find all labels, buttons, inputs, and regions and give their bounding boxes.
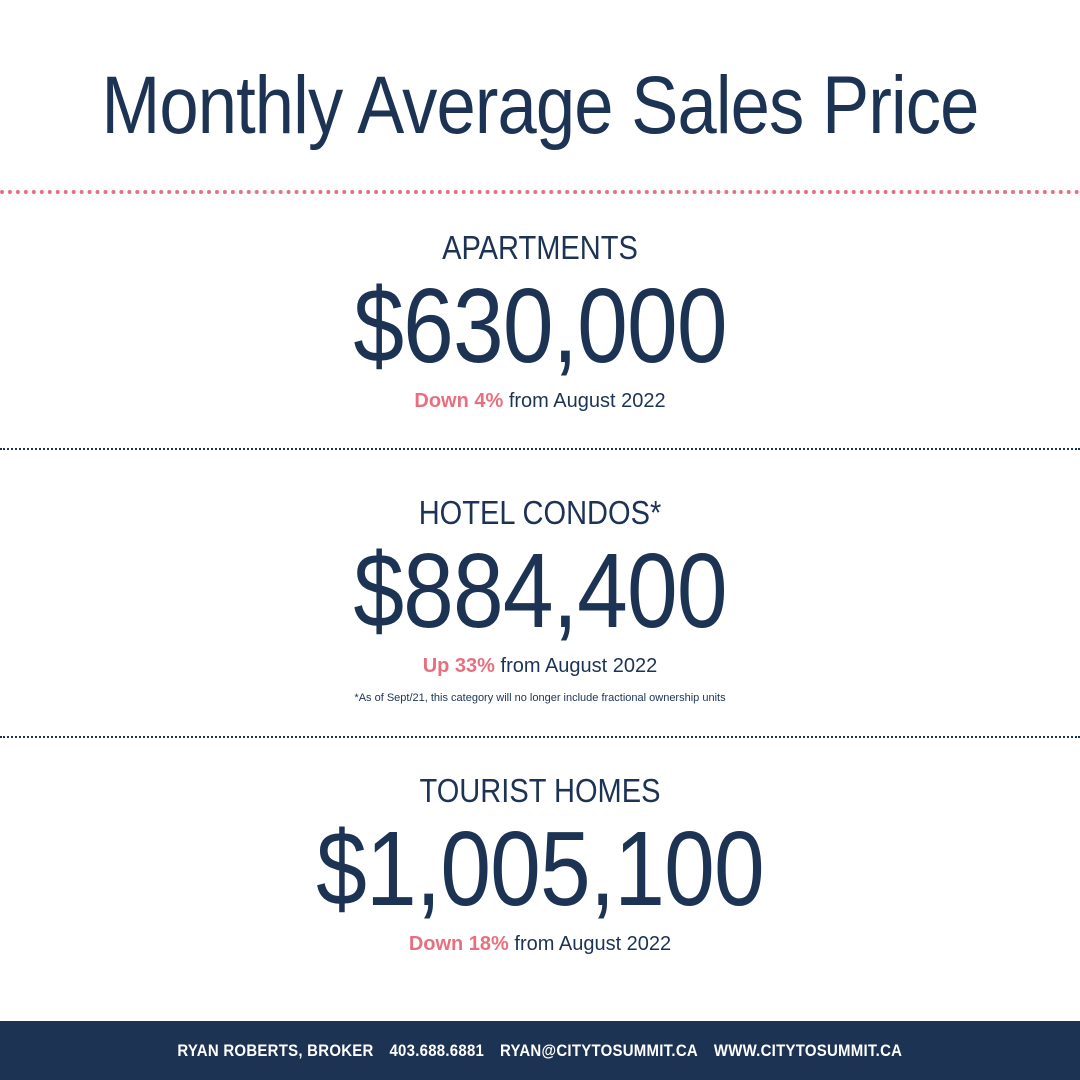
phone-number: 403.688.6881 <box>389 1040 485 1060</box>
page-title: Monthly Average Sales Price <box>101 60 979 151</box>
section-divider <box>0 736 1080 738</box>
contact-info: RYAN ROBERTS, BROKER 403.688.6881 RYAN@C… <box>178 1041 903 1061</box>
category-label: HOTEL CONDOS* <box>418 494 662 531</box>
category-label: TOURIST HOMES <box>419 772 661 809</box>
change-line: Up 33% from August 2022 <box>0 653 1080 679</box>
change-period: from August 2022 <box>508 390 666 412</box>
change-line: Down 18% from August 2022 <box>0 931 1080 957</box>
change-period: from August 2022 <box>514 933 672 955</box>
price-value: $1,005,100 <box>316 810 765 928</box>
section-divider <box>0 448 1080 450</box>
price-value: $884,400 <box>353 532 727 650</box>
title-divider <box>0 190 1080 194</box>
website: WWW.CITYTOSUMMIT.CA <box>714 1040 903 1060</box>
change-line: Down 4% from August 2022 <box>0 388 1080 414</box>
category-label: APARTMENTS <box>442 229 638 266</box>
email-address: RYAN@CITYTOSUMMIT.CA <box>500 1040 699 1060</box>
price-value: $630,000 <box>353 267 727 385</box>
broker-name: RYAN ROBERTS, BROKER <box>177 1040 374 1060</box>
change-delta: Down 18% <box>408 933 509 955</box>
footnote: *As of Sept/21, this category will no lo… <box>354 692 726 704</box>
change-delta: Down 4% <box>414 390 504 412</box>
section-apartments: APARTMENTS $630,000 Down 4% from August … <box>0 228 1080 414</box>
change-period: from August 2022 <box>500 655 658 677</box>
change-delta: Up 33% <box>422 655 495 677</box>
section-tourist-homes: TOURIST HOMES $1,005,100 Down 18% from A… <box>0 771 1080 957</box>
footer-bar: RYAN ROBERTS, BROKER 403.688.6881 RYAN@C… <box>0 1021 1080 1080</box>
section-hotel-condos: HOTEL CONDOS* $884,400 Up 33% from Augus… <box>0 493 1080 705</box>
